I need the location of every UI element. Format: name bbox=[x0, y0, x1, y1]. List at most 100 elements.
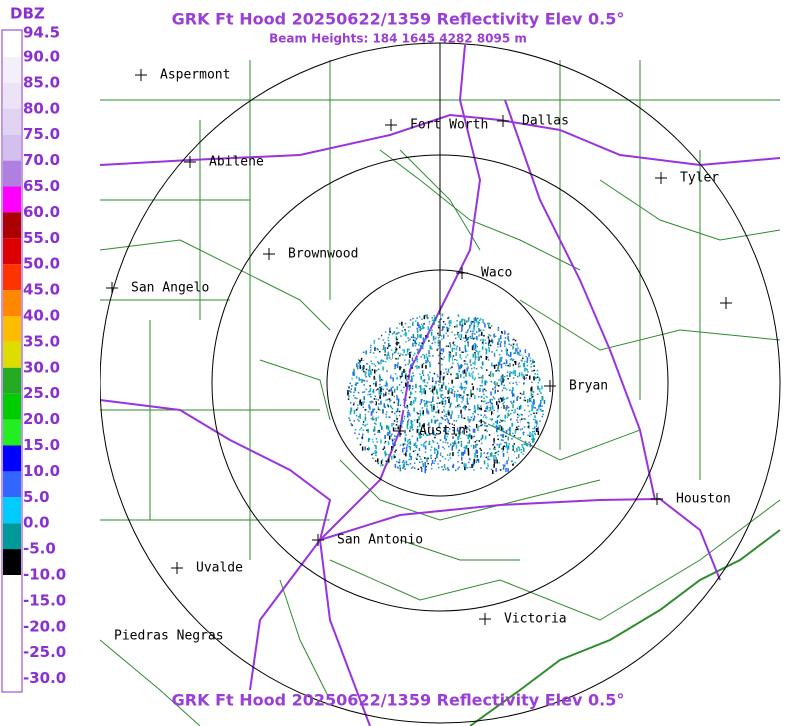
echo-pixel bbox=[416, 327, 418, 330]
city-marker bbox=[655, 172, 667, 184]
echo-pixel bbox=[467, 342, 469, 347]
echo-pixel bbox=[362, 366, 364, 368]
echo-pixel bbox=[375, 398, 378, 400]
echo-pixel bbox=[402, 392, 404, 395]
echo-pixel bbox=[477, 429, 479, 431]
echo-pixel bbox=[459, 437, 462, 439]
echo-pixel bbox=[458, 393, 461, 398]
echo-pixel bbox=[524, 419, 526, 423]
echo-pixel bbox=[493, 455, 495, 460]
echo-pixel bbox=[452, 436, 454, 438]
city-marker bbox=[651, 493, 663, 505]
echo-pixel bbox=[465, 380, 468, 385]
echo-pixel bbox=[524, 396, 526, 399]
echo-pixel bbox=[366, 429, 368, 432]
echo-pixel bbox=[532, 434, 535, 439]
echo-pixel bbox=[502, 387, 505, 389]
echo-pixel bbox=[472, 353, 474, 358]
echo-pixel bbox=[493, 364, 496, 369]
echo-pixel bbox=[480, 437, 483, 440]
echo-pixel bbox=[398, 384, 401, 386]
echo-pixel bbox=[503, 375, 506, 378]
echo-pixel bbox=[466, 367, 468, 372]
echo-pixel bbox=[519, 405, 521, 408]
echo-pixel bbox=[442, 321, 445, 323]
echo-pixel bbox=[452, 463, 455, 468]
echo-pixel bbox=[450, 402, 452, 405]
echo-pixel bbox=[370, 371, 372, 376]
echo-pixel bbox=[430, 457, 432, 459]
echo-pixel bbox=[443, 411, 446, 413]
echo-pixel bbox=[532, 404, 534, 409]
echo-pixel bbox=[507, 354, 509, 356]
echo-pixel bbox=[481, 331, 483, 336]
echo-pixel bbox=[523, 443, 525, 446]
echo-pixel bbox=[455, 347, 458, 349]
echo-pixel bbox=[496, 459, 498, 464]
echo-pixel bbox=[497, 341, 499, 344]
echo-pixel bbox=[506, 349, 508, 351]
echo-pixel bbox=[480, 356, 482, 358]
echo-pixel bbox=[479, 447, 481, 450]
echo-pixel bbox=[476, 444, 478, 446]
echo-pixel bbox=[529, 400, 532, 402]
echo-pixel bbox=[405, 354, 408, 356]
legend-label: 15.0 bbox=[23, 436, 60, 454]
echo-pixel bbox=[500, 367, 503, 369]
echo-pixel bbox=[439, 352, 441, 355]
echo-pixel bbox=[426, 458, 428, 463]
echo-pixel bbox=[413, 444, 416, 446]
echo-pixel bbox=[443, 448, 446, 450]
echo-pixel bbox=[540, 410, 543, 412]
echo-pixel bbox=[512, 343, 515, 345]
echo-pixel bbox=[505, 468, 508, 470]
echo-pixel bbox=[418, 431, 420, 436]
echo-pixel bbox=[363, 391, 366, 393]
echo-pixel bbox=[369, 406, 371, 411]
echo-pixel bbox=[426, 405, 428, 407]
echo-pixel bbox=[521, 444, 523, 446]
echo-pixel bbox=[532, 390, 534, 393]
echo-pixel bbox=[391, 391, 394, 396]
echo-pixel bbox=[378, 338, 380, 340]
echo-pixel bbox=[378, 429, 380, 432]
echo-pixel bbox=[367, 438, 370, 443]
echo-pixel bbox=[528, 410, 531, 413]
echo-pixel bbox=[417, 429, 420, 431]
echo-pixel bbox=[476, 439, 478, 442]
legend-label: 75.0 bbox=[23, 125, 60, 143]
echo-pixel bbox=[536, 381, 539, 383]
echo-pixel bbox=[393, 347, 395, 349]
echo-pixel bbox=[452, 355, 455, 357]
echo-pixel bbox=[488, 460, 490, 465]
echo-pixel bbox=[488, 429, 491, 431]
echo-pixel bbox=[523, 370, 526, 375]
echo-pixel bbox=[469, 379, 471, 381]
echo-pixel bbox=[452, 342, 454, 344]
echo-pixel bbox=[498, 370, 500, 372]
echo-pixel bbox=[431, 342, 433, 345]
echo-pixel bbox=[475, 350, 478, 352]
echo-pixel bbox=[420, 426, 423, 431]
color-swatch bbox=[3, 678, 21, 690]
echo-pixel bbox=[466, 331, 469, 334]
echo-pixel bbox=[460, 394, 462, 397]
echo-pixel bbox=[529, 397, 532, 400]
echo-pixel bbox=[404, 437, 407, 442]
echo-pixel bbox=[492, 470, 494, 474]
echo-pixel bbox=[498, 328, 501, 330]
echo-pixel bbox=[382, 388, 385, 391]
echo-pixel bbox=[382, 366, 384, 371]
echo-pixel bbox=[410, 420, 412, 424]
echo-pixel bbox=[366, 409, 368, 414]
echo-pixel bbox=[472, 338, 475, 340]
echo-pixel bbox=[515, 357, 518, 361]
echo-pixel bbox=[440, 396, 442, 398]
echo-pixel bbox=[397, 352, 400, 355]
echo-pixel bbox=[360, 401, 363, 406]
echo-pixel bbox=[502, 467, 505, 469]
echo-pixel bbox=[385, 380, 387, 385]
echo-pixel bbox=[392, 369, 394, 371]
echo-pixel bbox=[489, 395, 491, 400]
echo-pixel bbox=[484, 429, 486, 432]
